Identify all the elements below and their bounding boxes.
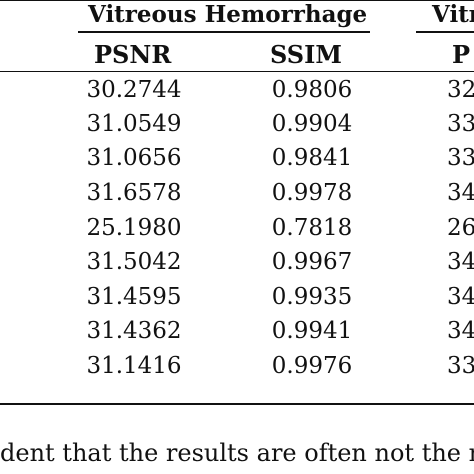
psnr-cell: 31.6578 bbox=[86, 180, 182, 206]
next-cell: 34 bbox=[447, 180, 474, 206]
column-header-psnr: PSNR bbox=[94, 40, 172, 69]
header-rule bbox=[0, 71, 474, 72]
next-cell: 33 bbox=[447, 145, 474, 171]
ssim-cell: 0.9841 bbox=[271, 145, 353, 171]
group-header-vitreous-hemorrhage: Vitreous Hemorrhage bbox=[88, 1, 368, 28]
table-bottom-rule bbox=[0, 403, 474, 405]
psnr-cell: 30.2744 bbox=[86, 77, 182, 103]
ssim-cell: 0.9904 bbox=[271, 111, 353, 137]
ssim-cell: 0.7818 bbox=[271, 215, 353, 241]
next-cell: 34 bbox=[447, 318, 474, 344]
next-cell: 34 bbox=[447, 249, 474, 275]
table-top-rule bbox=[0, 0, 474, 1]
body-text-line: dent that the results are often not the … bbox=[0, 439, 474, 467]
ssim-cell: 0.9806 bbox=[271, 77, 353, 103]
ssim-cell: 0.9935 bbox=[271, 284, 353, 310]
ssim-cell: 0.9976 bbox=[271, 353, 353, 379]
next-cell: 26 bbox=[447, 215, 474, 241]
psnr-cell: 31.0656 bbox=[86, 145, 182, 171]
psnr-cell: 31.4362 bbox=[86, 318, 182, 344]
psnr-cell: 31.1416 bbox=[86, 353, 182, 379]
group-rule-next bbox=[416, 31, 474, 33]
next-cell: 32 bbox=[447, 77, 474, 103]
psnr-cell: 31.5042 bbox=[86, 249, 182, 275]
psnr-cell: 31.0549 bbox=[86, 111, 182, 137]
ssim-cell: 0.9978 bbox=[271, 180, 353, 206]
next-cell: 33 bbox=[447, 111, 474, 137]
next-cell: 34 bbox=[447, 284, 474, 310]
next-cell: 33 bbox=[447, 353, 474, 379]
column-header-next: P bbox=[452, 40, 471, 69]
psnr-cell: 25.1980 bbox=[86, 215, 182, 241]
psnr-cell: 31.4595 bbox=[86, 284, 182, 310]
group-header-next: Vitr bbox=[432, 1, 474, 28]
ssim-cell: 0.9967 bbox=[271, 249, 353, 275]
column-header-ssim: SSIM bbox=[270, 40, 342, 69]
ssim-cell: 0.9941 bbox=[271, 318, 353, 344]
group-rule-vitreous-hemorrhage bbox=[78, 31, 370, 33]
